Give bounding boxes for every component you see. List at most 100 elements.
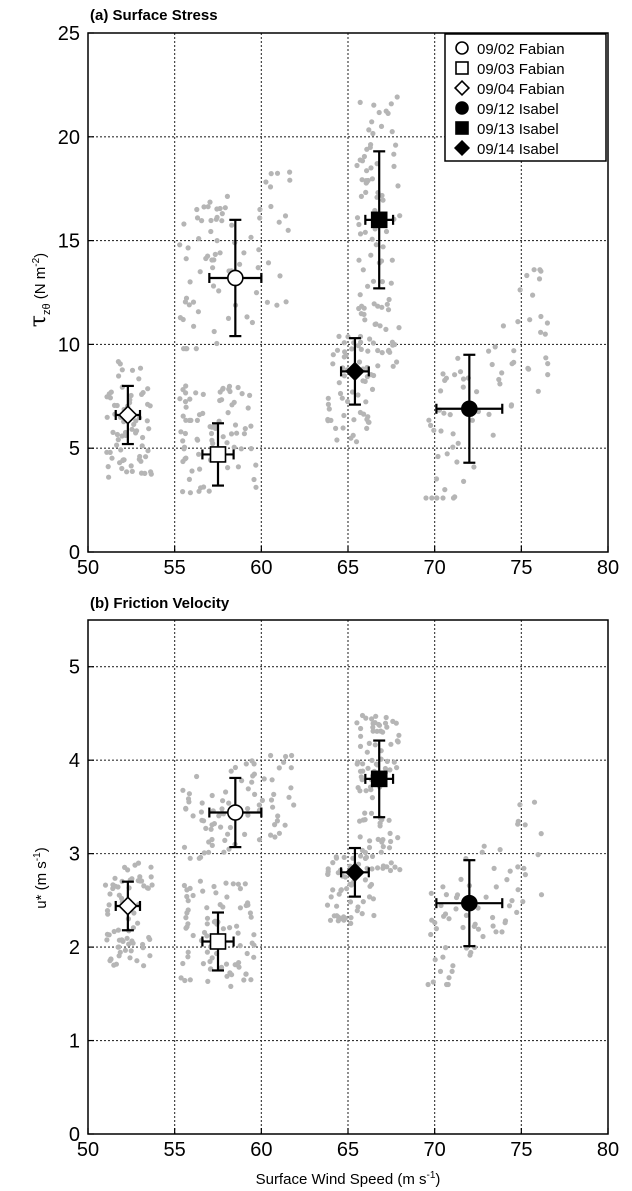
scatter-point	[184, 910, 190, 916]
scatter-point	[243, 761, 249, 767]
scatter-point	[442, 911, 449, 917]
scatter-point	[355, 392, 361, 398]
scatter-point	[354, 162, 360, 169]
scatter-point	[334, 347, 341, 353]
scatter-point	[337, 390, 344, 397]
scatter-point	[355, 904, 361, 910]
scatter-point	[387, 830, 393, 837]
scatter-point	[199, 218, 205, 224]
scatter-point	[471, 464, 477, 470]
scatter-point	[251, 932, 257, 938]
scatter-point	[187, 855, 193, 861]
scatter-point	[268, 832, 274, 838]
scatter-point	[118, 447, 124, 453]
scatter-point	[107, 395, 113, 401]
scatter-point	[110, 429, 116, 435]
scatter-point	[148, 471, 154, 477]
scatter-point	[245, 786, 251, 792]
scatter-point	[102, 882, 109, 888]
scatter-point	[248, 914, 254, 920]
scatter-point	[224, 894, 230, 900]
mean-marker	[461, 894, 478, 912]
scatter-point	[362, 849, 368, 856]
scatter-point	[197, 466, 203, 472]
scatter-point	[249, 940, 255, 946]
y-tick-label: 3	[69, 844, 80, 866]
scatter-point	[359, 303, 365, 309]
mean-marker	[370, 211, 388, 229]
panel-b-title: (b) Friction Velocity	[90, 595, 230, 612]
mean-point	[339, 337, 370, 406]
scatter-point	[225, 831, 231, 837]
legend-marker	[455, 121, 469, 135]
scatter-point	[348, 882, 355, 888]
scatter-point	[235, 930, 241, 936]
scatter-point	[214, 238, 220, 244]
legend-label: 09/03 Fabian	[477, 61, 565, 78]
scatter-point	[440, 495, 446, 501]
scatter-point	[373, 713, 379, 719]
scatter-point	[449, 968, 455, 975]
scatter-point	[204, 949, 210, 955]
scatter-point	[259, 797, 265, 804]
scatter-point	[380, 244, 386, 250]
scatter-point	[357, 834, 363, 840]
scatter-point	[359, 177, 365, 183]
scatter-point	[146, 934, 152, 941]
y-tick-label: 1	[69, 1031, 80, 1053]
scatter-point	[194, 215, 201, 221]
scatter-point	[358, 193, 364, 199]
scatter-point	[208, 228, 214, 235]
scatter-point	[276, 830, 282, 836]
scatter-point	[114, 431, 120, 438]
scatter-point	[213, 890, 219, 896]
scatter-point	[358, 339, 364, 345]
scatter-point	[468, 949, 474, 956]
scatter-point	[285, 227, 291, 233]
scatter-point	[504, 877, 510, 883]
scatter-point	[147, 953, 153, 959]
mean-point	[114, 384, 142, 446]
scatter-point	[358, 725, 364, 732]
scatter-point	[116, 944, 122, 950]
y-tick-label: 15	[58, 231, 80, 253]
scatter-point	[385, 307, 392, 313]
scatter-point	[137, 365, 144, 371]
scatter-point	[463, 912, 469, 919]
scatter-point	[243, 971, 249, 977]
scatter-point	[369, 119, 375, 125]
mean-point	[435, 353, 504, 464]
scatter-point	[189, 468, 195, 474]
scatter-point	[388, 101, 394, 107]
scatter-point	[391, 151, 397, 157]
x-tick-label: 60	[250, 557, 272, 579]
scatter-point	[142, 470, 148, 476]
scatter-point	[363, 180, 369, 186]
scatter-point	[182, 399, 189, 405]
scatter-point	[244, 950, 250, 957]
scatter-point	[364, 425, 370, 431]
scatter-point	[358, 733, 364, 739]
scatter-point	[454, 892, 461, 898]
scatter-point	[385, 110, 391, 116]
scatter-point	[443, 945, 449, 951]
scatter-point	[129, 426, 135, 432]
scatter-point	[382, 765, 388, 772]
scatter-point	[220, 798, 226, 804]
scatter-point	[248, 977, 254, 983]
mean-marker	[118, 405, 138, 425]
scatter-point	[380, 844, 386, 850]
scatter-point	[364, 168, 370, 174]
y-tick-label: 20	[58, 127, 80, 149]
panel-b-xlabel-main: Surface Wind Speed (m s	[256, 1171, 427, 1188]
scatter-point	[369, 716, 375, 722]
scatter-point	[247, 392, 253, 398]
scatter-point	[211, 328, 217, 335]
scatter-point	[225, 410, 231, 416]
scatter-point	[380, 197, 386, 203]
scatter-point	[360, 899, 366, 905]
scatter-point	[515, 864, 521, 870]
scatter-point	[490, 923, 496, 929]
scatter-point	[354, 720, 360, 726]
scatter-point	[446, 975, 452, 981]
